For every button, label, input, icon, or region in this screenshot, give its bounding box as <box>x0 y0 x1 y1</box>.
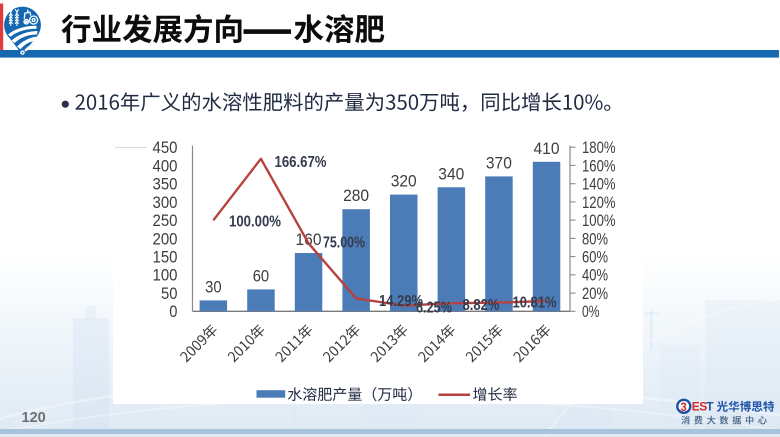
svg-text:100%: 100% <box>582 211 616 230</box>
svg-text:T: T <box>706 400 714 414</box>
svg-text:280: 280 <box>343 186 369 205</box>
svg-text:ES: ES <box>692 400 707 414</box>
svg-text:50: 50 <box>161 284 178 303</box>
svg-text:150: 150 <box>153 248 178 267</box>
svg-text:20%: 20% <box>582 284 608 303</box>
svg-text:60%: 60% <box>582 248 608 267</box>
svg-text:14.29%: 14.29% <box>379 293 423 310</box>
svg-text:160: 160 <box>296 230 322 249</box>
svg-text:0%: 0% <box>582 302 600 321</box>
svg-text:10.81%: 10.81% <box>513 295 557 312</box>
svg-text:0: 0 <box>169 302 177 321</box>
svg-text:320: 320 <box>391 172 417 191</box>
svg-text:340: 340 <box>438 164 464 183</box>
svg-text:400: 400 <box>153 156 178 175</box>
svg-text:8.82%: 8.82% <box>463 297 500 314</box>
svg-text:300: 300 <box>153 193 178 212</box>
svg-text:370: 370 <box>486 153 512 172</box>
svg-text:75.00%: 75.00% <box>323 235 365 252</box>
svg-text:30: 30 <box>205 277 222 296</box>
svg-text:410: 410 <box>534 139 560 158</box>
svg-text:166.67%: 166.67% <box>275 154 327 171</box>
svg-text:80%: 80% <box>582 229 608 248</box>
svg-text:100.00%: 100.00% <box>229 214 281 231</box>
svg-text:200: 200 <box>153 229 178 248</box>
svg-text:250: 250 <box>153 211 178 230</box>
svg-text:60: 60 <box>253 266 270 285</box>
svg-text:120%: 120% <box>582 193 616 212</box>
svg-text:3: 3 <box>680 402 686 414</box>
svg-text:450: 450 <box>153 138 178 157</box>
svg-text:160%: 160% <box>582 156 616 175</box>
svg-text:120: 120 <box>22 410 46 426</box>
svg-text:100: 100 <box>153 266 178 285</box>
svg-text:180%: 180% <box>582 138 616 157</box>
svg-text:140%: 140% <box>582 175 616 194</box>
svg-text:6.25%: 6.25% <box>416 300 452 317</box>
svg-text:40%: 40% <box>582 266 608 285</box>
svg-text:350: 350 <box>153 175 178 194</box>
